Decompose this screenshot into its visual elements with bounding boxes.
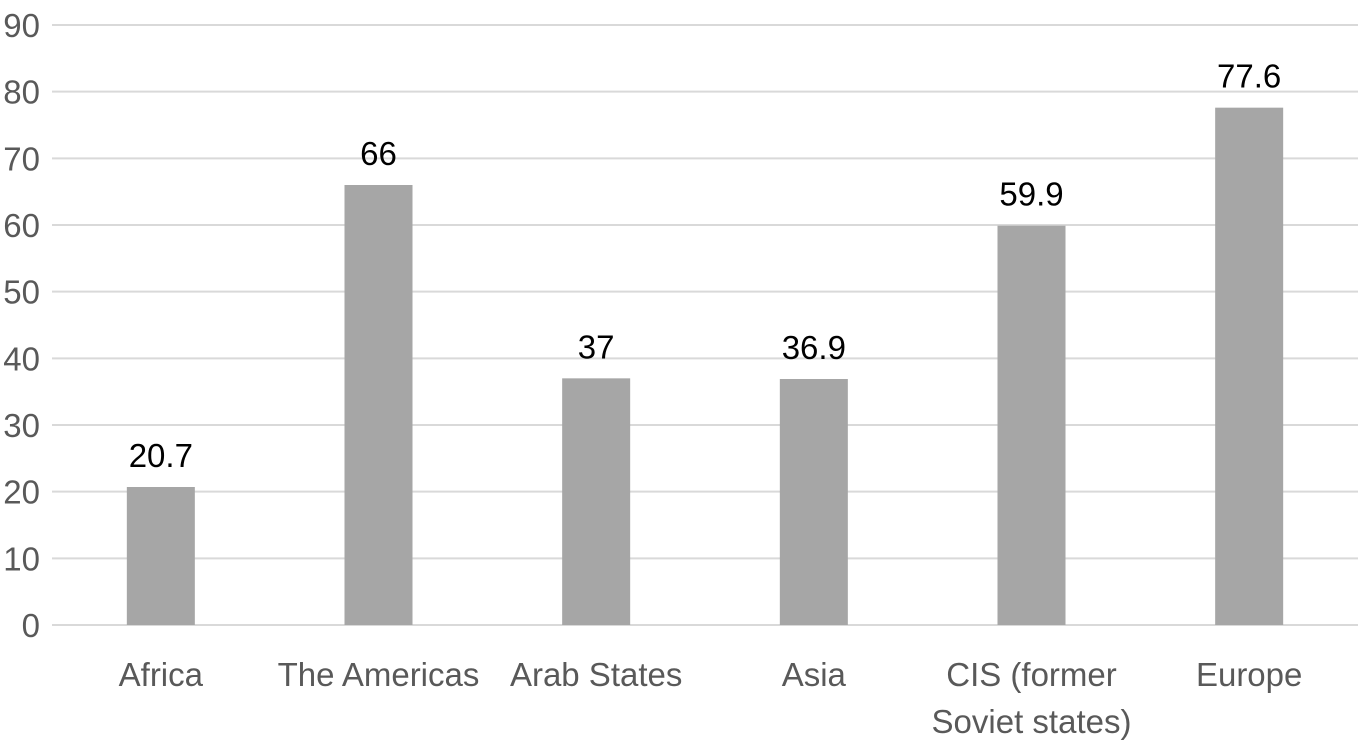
y-axis-ticks: 0 10 20 30 40 50 60 70 80 90 (3, 7, 40, 644)
y-tick-label: 10 (3, 540, 40, 577)
data-label: 66 (360, 135, 397, 172)
y-tick-label: 50 (3, 274, 40, 311)
y-tick-label: 20 (3, 474, 40, 511)
data-label: 59.9 (999, 176, 1063, 213)
x-category-label: Africa (119, 656, 204, 693)
x-category-label: Asia (782, 656, 847, 693)
data-label: 36.9 (782, 329, 846, 366)
bars (126, 107, 1284, 625)
x-category-label: Soviet states) (932, 703, 1132, 740)
gridlines (52, 24, 1358, 626)
data-labels: 20.7 66 37 36.9 59.9 77.6 (129, 58, 1282, 474)
y-tick-label: 80 (3, 74, 40, 111)
y-tick-label: 40 (3, 340, 40, 377)
bar (344, 185, 413, 625)
y-tick-label: 60 (3, 207, 40, 244)
data-label: 77.6 (1217, 58, 1281, 95)
y-tick-label: 0 (22, 607, 40, 644)
bar (779, 379, 848, 625)
bar (126, 487, 195, 625)
bar (562, 378, 631, 625)
y-tick-label: 90 (3, 7, 40, 44)
x-category-label: Europe (1196, 656, 1302, 693)
x-category-label: CIS (former (946, 656, 1117, 693)
x-axis-categories: Africa The Americas Arab States Asia CIS (fo… (119, 656, 1303, 740)
bar (997, 225, 1066, 625)
bar (1215, 107, 1284, 625)
y-tick-label: 30 (3, 407, 40, 444)
x-category-label: The Americas (278, 656, 480, 693)
y-tick-label: 70 (3, 140, 40, 177)
x-category-label: Arab States (510, 656, 682, 693)
data-label: 20.7 (129, 437, 193, 474)
data-label: 37 (578, 328, 615, 365)
